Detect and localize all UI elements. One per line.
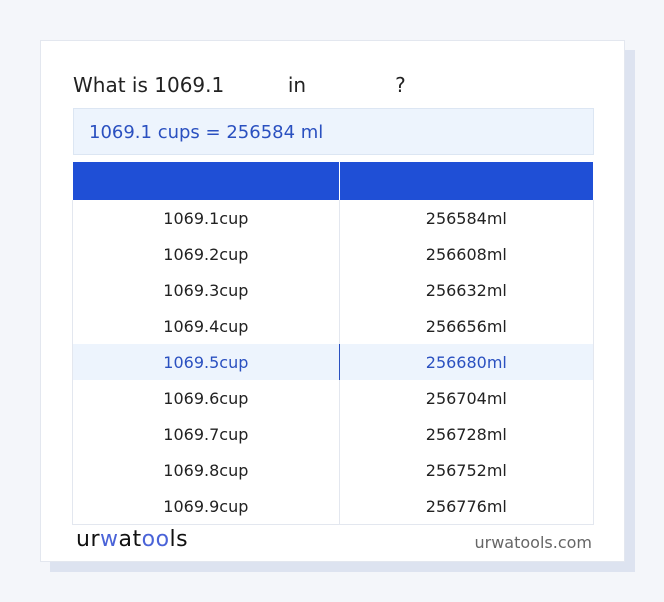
table-row: 1069.4cup 256656ml — [72, 308, 595, 344]
cup-cell: 1069.4cup — [72, 308, 340, 344]
cup-cell: 1069.7cup — [72, 416, 340, 452]
page-title: What is 1069.1 in ? — [73, 73, 406, 97]
title-prefix: What is 1069.1 — [73, 73, 225, 97]
title-mid: in — [287, 73, 307, 97]
urwatools-logo[interactable]: urwatools — [76, 527, 189, 552]
cup-cell: 1069.3cup — [72, 272, 340, 308]
cup-cell: 1069.1cup — [72, 200, 340, 236]
table-row: 1069.3cup 256632ml — [72, 272, 595, 308]
table-row: 1069.8cup 256752ml — [72, 452, 595, 488]
ml-cell: 256752ml — [338, 452, 595, 488]
ml-cell: 256680ml — [338, 344, 595, 380]
ml-cell: 256584ml — [338, 200, 595, 236]
cup-cell: 1069.8cup — [72, 452, 340, 488]
result-box: 1069.1 cups = 256584 ml — [73, 108, 594, 155]
table-row: 1069.9cup 256776ml — [72, 488, 595, 525]
table-row: 1069.1cup 256584ml — [72, 200, 595, 236]
header-ml — [339, 162, 595, 200]
cup-cell: 1069.2cup — [72, 236, 340, 272]
cup-cell: 1069.6cup — [72, 380, 340, 416]
ml-cell: 256704ml — [338, 380, 595, 416]
ml-cell: 256656ml — [338, 308, 595, 344]
table-row: 1069.5cup 256680ml — [72, 344, 595, 380]
table-row: 1069.7cup 256728ml — [72, 416, 595, 452]
ml-cell: 256776ml — [338, 488, 595, 525]
ml-cell: 256632ml — [338, 272, 595, 308]
cup-cell: 1069.5cup — [72, 344, 340, 380]
table-row: 1069.2cup 256608ml — [72, 236, 595, 272]
header-cups — [72, 162, 340, 200]
table-row: 1069.6cup 256704ml — [72, 380, 595, 416]
ml-cell: 256608ml — [338, 236, 595, 272]
table-header — [72, 162, 595, 200]
title-suffix: ? — [395, 73, 406, 97]
site-link[interactable]: urwatools.com — [474, 533, 593, 552]
cup-cell: 1069.9cup — [72, 488, 340, 525]
ml-cell: 256728ml — [338, 416, 595, 452]
converter-card: What is 1069.1 in ? 1069.1 cups = 256584… — [40, 40, 625, 562]
conversion-table: 1069.1cup 256584ml 1069.2cup 256608ml 1069.3… — [72, 162, 595, 525]
